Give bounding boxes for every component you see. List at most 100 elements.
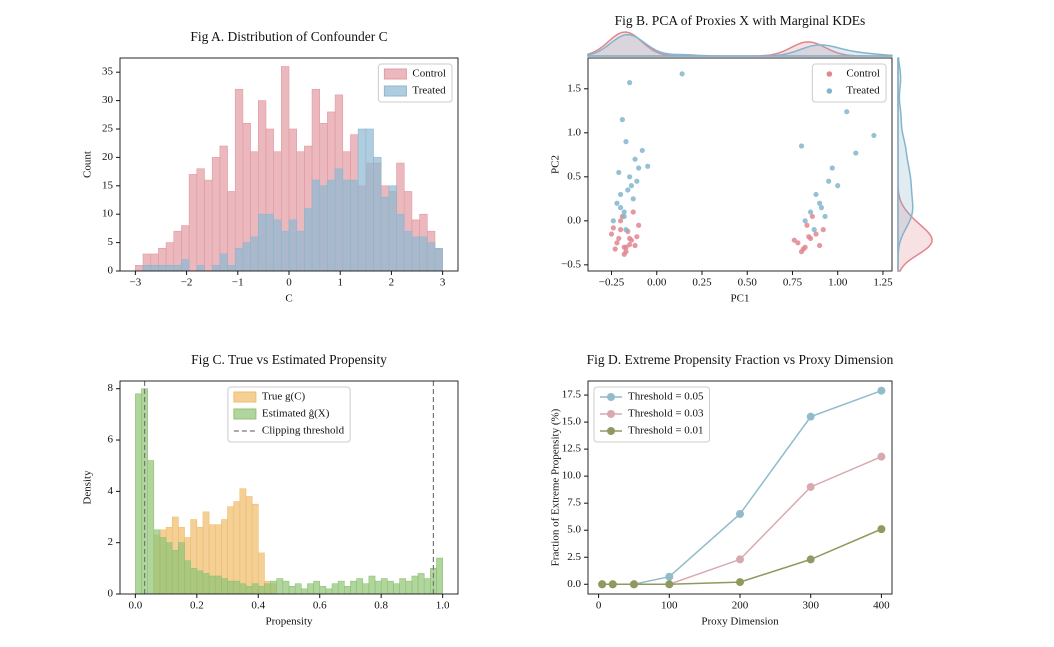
- scatter-point: [645, 163, 651, 169]
- legend-swatch: [383, 68, 407, 80]
- histogram-bar: [184, 560, 191, 594]
- scatter-point: [614, 240, 620, 246]
- scatter-point: [804, 222, 810, 228]
- histogram-bar: [331, 583, 339, 594]
- histogram-bar: [304, 208, 313, 271]
- histogram-bar: [227, 265, 236, 271]
- histogram-bar: [257, 213, 267, 271]
- histogram-bar: [276, 578, 284, 594]
- histogram-bar: [288, 219, 297, 271]
- scatter-point: [634, 234, 640, 240]
- x-tick-label: 3: [440, 277, 446, 289]
- histogram-bar: [214, 575, 222, 594]
- histogram-bar: [257, 552, 265, 594]
- x-tick-label: 0: [286, 277, 292, 289]
- histogram-bar: [380, 578, 388, 594]
- legend-swatch: [607, 427, 615, 435]
- histogram-bar: [403, 230, 413, 271]
- scatter-point: [636, 165, 642, 171]
- plot-area: [598, 386, 886, 589]
- histogram-bar: [234, 88, 244, 271]
- scatter-point: [822, 213, 828, 220]
- histogram-bar: [374, 580, 382, 594]
- scatter-point: [802, 218, 808, 224]
- y-tick-label: 2.5: [567, 551, 581, 563]
- histogram-bar: [307, 583, 314, 594]
- scatter-point: [811, 227, 817, 233]
- scatter-point: [813, 191, 819, 198]
- scatter-point: [826, 178, 832, 184]
- histogram-bar: [239, 488, 247, 594]
- y-tick-label: 10: [102, 208, 114, 220]
- legend-swatch: [233, 408, 257, 420]
- histogram-bar: [417, 573, 425, 594]
- histogram-bar: [388, 185, 397, 271]
- y-tick-label: 5.0: [567, 524, 581, 536]
- scatter-point: [610, 225, 616, 231]
- chart-title: Fig B. PCA of Proxies X with Marginal KD…: [615, 13, 866, 28]
- histogram-bar: [242, 242, 251, 271]
- scatter-point: [791, 237, 797, 243]
- axes-frame: [119, 57, 459, 272]
- legend: Control Treated: [811, 63, 887, 103]
- scatter-point: [630, 209, 636, 215]
- y-tick-label: 5: [108, 236, 114, 248]
- y-tick-label: 0: [108, 265, 114, 277]
- histogram-bar: [270, 580, 278, 594]
- x-tick-label: 1.0: [436, 600, 450, 612]
- x-tick-label: 300: [802, 600, 819, 612]
- legend: Control Treated: [377, 63, 453, 103]
- line-series: [602, 455, 882, 586]
- x-tick-label: 0.6: [313, 600, 327, 612]
- chart-title: Fig A. Distribution of Confounder C: [190, 29, 387, 44]
- histogram-bar: [257, 586, 265, 594]
- y-tick-label: 35: [102, 66, 114, 78]
- histogram-bar: [368, 575, 376, 594]
- histogram-bar: [173, 265, 182, 271]
- y-tick-label: 10.0: [562, 470, 582, 482]
- y-tick-label: 4: [108, 485, 114, 497]
- x-tick-label: 2: [389, 277, 395, 289]
- legend-label: Threshold = 0.03: [628, 408, 704, 420]
- legend-swatch: [607, 393, 615, 401]
- y-tick-label: 1.5: [567, 82, 581, 94]
- x-tick-label: 0.0: [128, 600, 142, 612]
- histogram-bar: [159, 537, 167, 594]
- y-tick-label: 0.5: [567, 170, 581, 182]
- legend-label: Threshold = 0.01: [628, 425, 704, 437]
- y-axis-label: PC2: [550, 155, 562, 174]
- scatter-point: [634, 178, 640, 184]
- histogram-bar: [296, 230, 305, 271]
- histogram-bar: [423, 578, 431, 594]
- histogram-bar: [239, 583, 247, 594]
- scatter-point: [798, 143, 805, 149]
- line-point: [877, 525, 886, 534]
- histogram-bar: [365, 128, 374, 271]
- scatter-point: [829, 165, 835, 171]
- x-tick-label: 0.2: [190, 600, 204, 612]
- legend: Threshold = 0.05 Threshold = 0.03 Threshol…: [593, 386, 711, 443]
- axes-frame: [119, 380, 459, 595]
- histogram-bar: [434, 247, 443, 271]
- y-tick-label: 2: [108, 536, 114, 548]
- histogram-bar: [294, 583, 302, 594]
- scatter-point: [619, 117, 625, 123]
- scatter-point: [623, 139, 629, 145]
- histogram-bar: [165, 265, 175, 271]
- histogram-bar: [181, 259, 190, 271]
- histogram-bar: [158, 265, 167, 271]
- scatter-point: [621, 251, 627, 257]
- histogram-bar: [319, 586, 327, 594]
- histogram-bar: [245, 586, 253, 594]
- scatter-point: [628, 237, 635, 243]
- histogram-bar: [387, 580, 394, 594]
- histogram-bar: [311, 179, 321, 271]
- histogram-bar: [250, 236, 259, 271]
- plot-area: [135, 66, 443, 271]
- x-tick-label: 100: [661, 600, 678, 612]
- legend-box: [227, 386, 351, 443]
- scatter-point: [628, 183, 635, 189]
- scatter-point: [623, 227, 629, 233]
- histogram-bar: [273, 219, 282, 271]
